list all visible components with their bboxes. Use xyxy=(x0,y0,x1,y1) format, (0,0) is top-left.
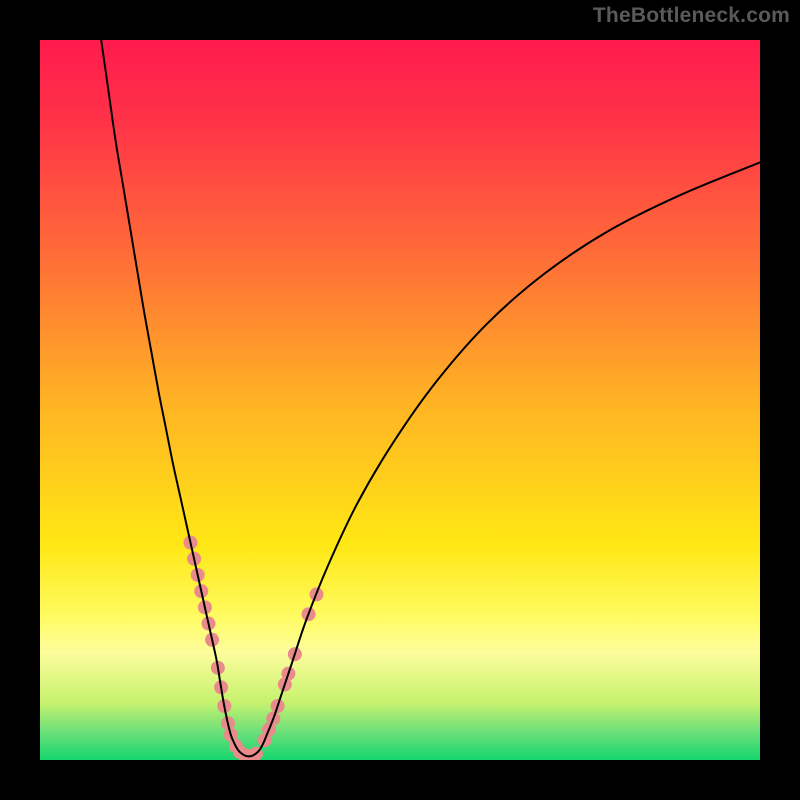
gradient-background xyxy=(40,40,760,760)
figure-root: TheBottleneck.com xyxy=(0,0,800,800)
watermark-text: TheBottleneck.com xyxy=(593,4,790,28)
plot-svg xyxy=(0,0,800,800)
